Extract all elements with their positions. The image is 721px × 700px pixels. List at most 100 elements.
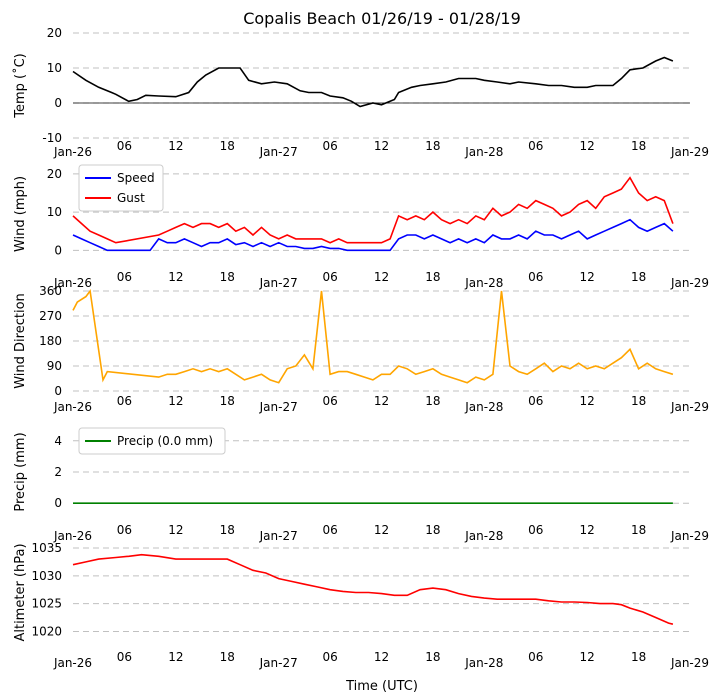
x-tick-label: Jan-28 bbox=[464, 656, 503, 670]
x-tick-label: 12 bbox=[580, 523, 595, 537]
legend-box bbox=[78, 164, 164, 212]
y-tick-label: 20 bbox=[47, 26, 62, 40]
series-line-altimeter bbox=[72, 553, 674, 625]
x-axis-label: Time (UTC) bbox=[345, 679, 418, 694]
y-tick-label: 0 bbox=[54, 243, 62, 257]
x-tick-label: 12 bbox=[374, 394, 389, 408]
x-tick-label: 18 bbox=[220, 270, 235, 284]
x-tick-label: 06 bbox=[322, 139, 337, 153]
x-tick-label: Jan-27 bbox=[259, 276, 298, 290]
x-tick-label: Jan-28 bbox=[464, 276, 503, 290]
series-line-temp bbox=[72, 56, 674, 108]
x-tick-label: 06 bbox=[117, 139, 132, 153]
x-tick-label: 12 bbox=[168, 270, 183, 284]
x-tick-label: Jan-26 bbox=[53, 529, 92, 543]
series-line-direction bbox=[72, 288, 674, 384]
y-tick-label: 1025 bbox=[31, 597, 62, 611]
x-tick-label: 18 bbox=[631, 394, 646, 408]
y-tick-label: 270 bbox=[39, 309, 62, 323]
y-tick-label: -10 bbox=[42, 131, 62, 145]
y-tick-label: 1030 bbox=[31, 569, 62, 583]
x-tick-label: 18 bbox=[220, 394, 235, 408]
x-tick-label: 12 bbox=[580, 650, 595, 664]
x-tick-label: 06 bbox=[528, 650, 543, 664]
x-tick-label: Jan-29 bbox=[670, 656, 709, 670]
x-tick-label: 12 bbox=[168, 139, 183, 153]
x-tick-label: 18 bbox=[425, 650, 440, 664]
x-tick-label: Jan-28 bbox=[464, 529, 503, 543]
x-tick-label: 18 bbox=[425, 139, 440, 153]
x-tick-label: 18 bbox=[220, 650, 235, 664]
x-tick-label: 12 bbox=[374, 270, 389, 284]
x-tick-label: 12 bbox=[374, 650, 389, 664]
x-tick-label: 18 bbox=[631, 139, 646, 153]
x-tick-label: 06 bbox=[528, 523, 543, 537]
x-tick-label: Jan-29 bbox=[670, 276, 709, 290]
y-tick-label: 10 bbox=[47, 61, 62, 75]
y-tick-label: 20 bbox=[47, 167, 62, 181]
x-tick-label: 18 bbox=[220, 523, 235, 537]
panel-3: 360 270 180 90 0 Wind Direction Jan-26 06 12 18 Ja… bbox=[13, 284, 709, 414]
x-tick-label: 12 bbox=[168, 650, 183, 664]
y-axis-label: Wind Direction bbox=[13, 293, 28, 389]
series-line-speed bbox=[72, 218, 674, 252]
x-tick-label: 06 bbox=[117, 650, 132, 664]
y-tick-label: 0 bbox=[54, 496, 62, 510]
panel-2: 20 10 0 Wind (mph) Jan-26 06 12 18 Jan-27 06 12 18 J… bbox=[13, 164, 709, 290]
x-tick-label: 06 bbox=[528, 139, 543, 153]
x-tick-label: Jan-26 bbox=[53, 656, 92, 670]
x-tick-label: 18 bbox=[425, 523, 440, 537]
y-tick-label: 90 bbox=[47, 359, 62, 373]
x-tick-label: Jan-27 bbox=[259, 400, 298, 414]
y-axis-label: Wind (mph) bbox=[13, 176, 28, 252]
x-tick-label: Jan-27 bbox=[259, 529, 298, 543]
x-tick-label: Jan-27 bbox=[259, 656, 298, 670]
y-tick-label: 2 bbox=[54, 465, 62, 479]
legend-label: Speed bbox=[117, 171, 155, 185]
x-tick-label: 18 bbox=[631, 523, 646, 537]
x-tick-label: 06 bbox=[117, 523, 132, 537]
y-tick-label: 180 bbox=[39, 334, 62, 348]
x-tick-label: 18 bbox=[631, 270, 646, 284]
x-tick-label: Jan-28 bbox=[464, 145, 503, 159]
x-tick-label: 06 bbox=[528, 394, 543, 408]
x-tick-label: 12 bbox=[374, 139, 389, 153]
x-tick-label: 06 bbox=[322, 394, 337, 408]
y-tick-label: 4 bbox=[54, 434, 62, 448]
x-tick-label: Jan-26 bbox=[53, 145, 92, 159]
legend-label: Precip (0.0 mm) bbox=[117, 434, 213, 448]
chart-title: Copalis Beach 01/26/19 - 01/28/19 bbox=[243, 9, 521, 28]
x-tick-label: Jan-28 bbox=[464, 400, 503, 414]
y-tick-label: 0 bbox=[54, 96, 62, 110]
y-tick-label: 0 bbox=[54, 384, 62, 398]
y-axis-label: Precip (mm) bbox=[13, 432, 28, 511]
x-tick-label: Jan-29 bbox=[670, 529, 709, 543]
x-tick-label: 06 bbox=[117, 394, 132, 408]
x-tick-label: 18 bbox=[425, 394, 440, 408]
x-tick-label: 06 bbox=[322, 270, 337, 284]
x-tick-label: 12 bbox=[580, 270, 595, 284]
y-tick-label: 10 bbox=[47, 205, 62, 219]
panel-4: 4 2 0 Precip (mm) Jan-26 06 12 18 Jan-27 06 12 18 Ja… bbox=[13, 427, 709, 543]
y-tick-label: 1020 bbox=[31, 624, 62, 638]
legend-label: Gust bbox=[117, 191, 145, 205]
x-tick-label: Jan-27 bbox=[259, 145, 298, 159]
x-tick-label: 06 bbox=[117, 270, 132, 284]
x-tick-label: 06 bbox=[322, 650, 337, 664]
x-tick-label: 12 bbox=[168, 394, 183, 408]
panel-1: 20 10 0 -10 Temp (˚C) Jan-26 06 12 18 Jan-27 06 12 1… bbox=[12, 26, 709, 159]
x-tick-label: 18 bbox=[220, 139, 235, 153]
y-tick-label: 1035 bbox=[31, 541, 62, 555]
x-tick-label: 06 bbox=[322, 523, 337, 537]
x-tick-label: 12 bbox=[168, 523, 183, 537]
x-tick-label: Jan-29 bbox=[670, 145, 709, 159]
x-tick-label: 18 bbox=[425, 270, 440, 284]
x-tick-label: 12 bbox=[580, 139, 595, 153]
x-tick-label: Jan-26 bbox=[53, 400, 92, 414]
y-axis-label: Temp (˚C) bbox=[12, 53, 28, 119]
x-tick-label: Jan-26 bbox=[53, 276, 92, 290]
x-tick-label: 06 bbox=[528, 270, 543, 284]
y-tick-label: 360 bbox=[39, 284, 62, 298]
y-axis-label: Altimeter (hPa) bbox=[13, 543, 28, 641]
